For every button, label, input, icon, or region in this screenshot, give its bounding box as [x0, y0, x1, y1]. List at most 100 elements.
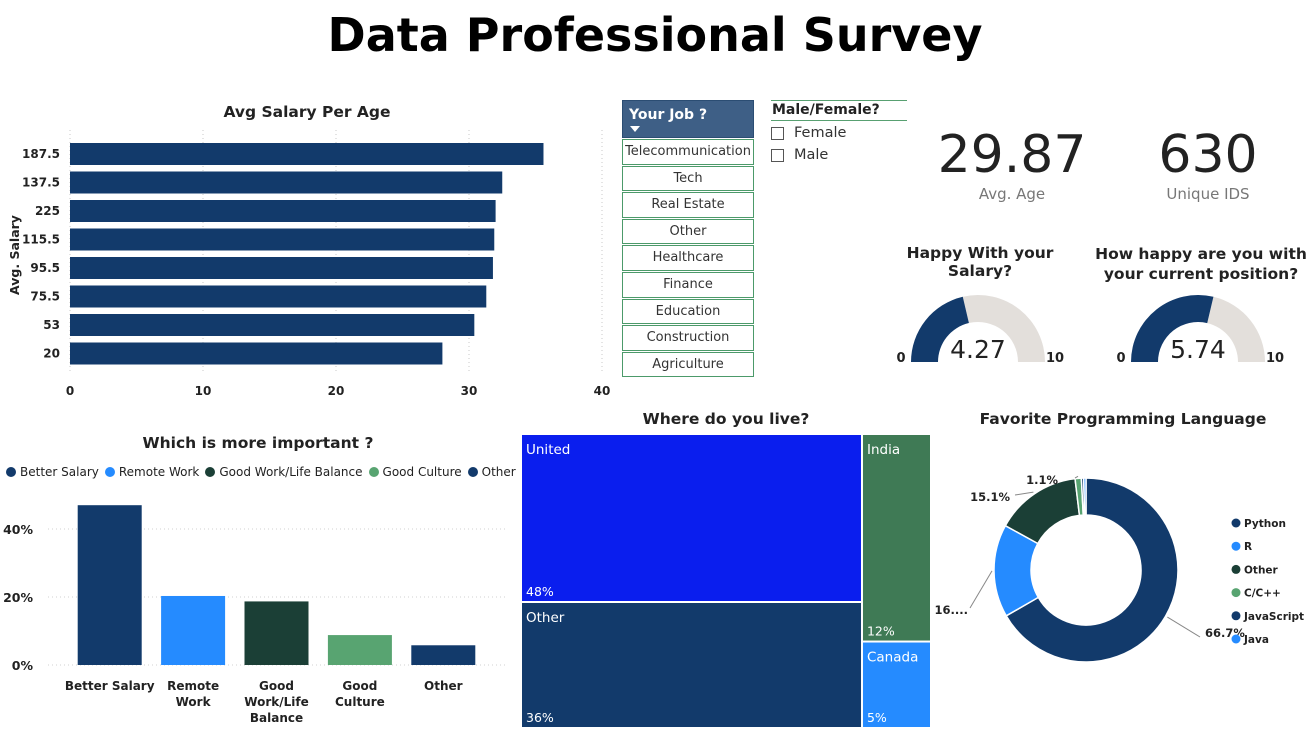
legend-label: R: [1244, 541, 1252, 553]
importance-bar: [244, 601, 309, 665]
donut-slice-label: 1.1%: [1026, 473, 1058, 487]
y-tick-label: 95.5: [30, 261, 60, 275]
y-tick-label: 40%: [3, 522, 33, 537]
y-tick-label: 187.5: [22, 147, 60, 161]
importance-bar: [327, 635, 392, 665]
gender-option-male[interactable]: Male: [771, 147, 907, 163]
x-tick-label: 0: [66, 384, 74, 398]
donut-slice: [1005, 477, 1179, 663]
job-item-telecommunication[interactable]: Telecommunication: [622, 139, 754, 165]
language-chart-title: Favorite Programming Language: [979, 410, 1267, 428]
gender-slicer: Male/Female? Female Male: [771, 100, 907, 163]
gender-option-female[interactable]: Female: [771, 125, 907, 141]
gender-option-label: Female: [794, 125, 847, 141]
job-item-tech[interactable]: Tech: [622, 165, 754, 192]
legend-item[interactable]: Good Work/Life Balance: [205, 465, 363, 479]
legend-dot-icon: [6, 467, 16, 477]
y-tick-label: 53: [43, 318, 60, 332]
importance-bar: [161, 595, 226, 665]
dashboard-title: Data Professional Survey: [327, 8, 983, 62]
treemap-tile: [522, 435, 861, 601]
y-tick-label: 137.5: [22, 176, 60, 190]
job-item-construction[interactable]: Construction: [622, 325, 754, 351]
gauge-value: 4.27: [950, 335, 1006, 364]
donut-slice: [1082, 477, 1087, 516]
salary-per-age-chart[interactable]: 0 10 20 30 40 187.5 137.5 225 115.5 95.5 75.5 53 20 A…: [0, 125, 612, 405]
legend-item[interactable]: Better Salary: [6, 465, 99, 479]
kpi-unique-ids: 630 Unique IDS: [1118, 125, 1298, 203]
legend-label: Other: [481, 465, 516, 479]
donut-slice-label: 16....: [935, 603, 968, 617]
donut-slice-label: 15.1%: [970, 490, 1010, 504]
y-tick-label: 20: [43, 347, 60, 361]
legend-label: Good Culture: [382, 465, 462, 479]
checkbox-male[interactable]: [771, 148, 784, 162]
checkbox-female[interactable]: [771, 126, 784, 140]
y-tick-label: 20%: [3, 590, 33, 605]
gauge-max-label: 10: [1046, 351, 1064, 366]
x-tick-label: Good: [259, 679, 294, 693]
legend-item[interactable]: Remote Work: [104, 465, 200, 479]
job-slicer: Your Job ? Telecommunication Tech Real E…: [622, 100, 754, 378]
y-axis-label: Avg. Salary: [7, 215, 22, 295]
legend-label: Python: [1244, 518, 1286, 530]
kpi-value: 630: [1158, 125, 1258, 185]
gauge-fill: [911, 296, 969, 362]
gauge-min-label: 0: [1116, 351, 1125, 366]
treemap-tile: [862, 435, 930, 641]
job-item-healthcare[interactable]: Healthcare: [622, 245, 754, 271]
gender-option-label: Male: [794, 147, 829, 163]
gauge-position-happiness[interactable]: 5.74 0 10: [1090, 270, 1310, 380]
x-tick-label: Remote: [167, 679, 219, 693]
importance-bar: [411, 645, 476, 665]
dropdown-arrow-icon: [630, 126, 640, 132]
donut-leader-line: [1074, 475, 1079, 479]
treemap-tile-name: Canada: [867, 650, 918, 666]
legend-label: Remote Work: [118, 465, 200, 479]
legend-label: Good Work/Life Balance: [219, 465, 363, 479]
legend-label: Java: [1243, 634, 1269, 646]
legend-item[interactable]: Good Culture: [368, 465, 462, 479]
salary-bar: [70, 228, 495, 251]
salary-bar: [70, 314, 475, 336]
job-item-real-estate[interactable]: Real Estate: [622, 192, 754, 218]
treemap-tile-value: 36%: [526, 710, 554, 725]
job-item-finance[interactable]: Finance: [622, 272, 754, 298]
y-tick-label: 115.5: [22, 233, 60, 247]
gauge-position-title: How happy are you with your current posi…: [1095, 244, 1307, 284]
donut-leader-line: [969, 570, 993, 609]
country-treemap[interactable]: United 48% Other 36% India 12% Canada 5%: [521, 434, 933, 730]
x-tick-label: 20: [328, 384, 345, 398]
x-tick-label: 40: [594, 384, 611, 398]
legend-dot-icon: [1231, 634, 1241, 644]
salary-chart-title: Avg Salary Per Age: [223, 103, 391, 121]
language-donut-chart[interactable]: 66.7%16....15.1%1.1%PythonROtherC/C++Jav…: [930, 455, 1310, 734]
legend-dot-icon: [1231, 564, 1241, 574]
legend-dot-icon: [1231, 588, 1241, 598]
importance-legend: Better Salary Remote Work Good Work/Life…: [6, 465, 522, 479]
gauge-salary-happiness[interactable]: 4.27 0 10: [870, 270, 1090, 380]
x-tick-label: 10: [195, 384, 212, 398]
job-item-other[interactable]: Other: [622, 218, 754, 245]
legend-label: Better Salary: [20, 465, 99, 479]
salary-bar: [70, 257, 493, 279]
x-tick-label: Other: [424, 679, 463, 693]
salary-bar: [70, 171, 503, 194]
treemap-tile: [522, 603, 861, 727]
x-tick-label: Culture: [335, 695, 385, 709]
gauge-salary-title: Happy With your Salary?: [906, 244, 1054, 280]
donut-leader-line: [1014, 491, 1034, 496]
treemap-title: Where do you live?: [642, 410, 810, 428]
treemap-tile-name: United: [526, 442, 570, 458]
legend-dot-icon: [1231, 518, 1241, 528]
gauge-max-label: 10: [1266, 351, 1284, 366]
job-item-agriculture[interactable]: Agriculture: [622, 351, 754, 378]
treemap-tile-name: Other: [526, 610, 565, 626]
job-slicer-header[interactable]: Your Job ?: [622, 100, 754, 138]
treemap-tile-name: India: [867, 442, 900, 458]
x-tick-label: Good: [342, 679, 377, 693]
importance-bar-chart[interactable]: 0% 20% 40% Better Salary Remote Work Good Work/…: [0, 490, 512, 734]
job-item-education[interactable]: Education: [622, 298, 754, 325]
legend-item[interactable]: Other: [467, 465, 516, 479]
gauge-value: 5.74: [1170, 335, 1226, 364]
